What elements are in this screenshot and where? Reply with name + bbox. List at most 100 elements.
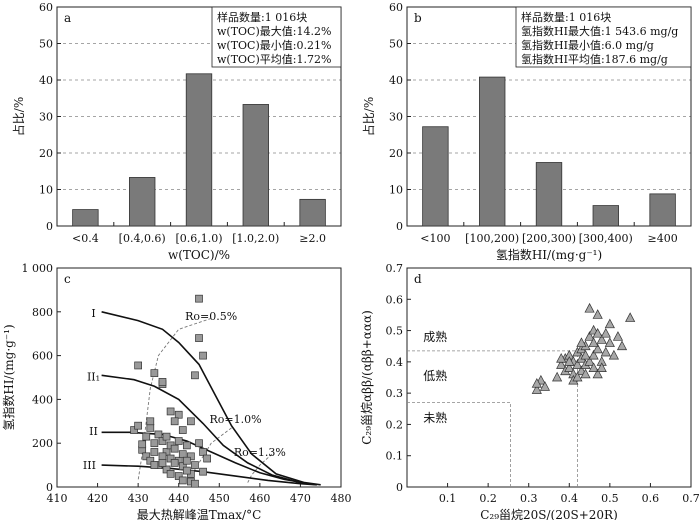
b-stat-line: 氢指数HI最小值:6.0 mg/g: [521, 38, 654, 52]
panel-d-ytick-label: 0.5: [386, 325, 404, 338]
c-curve-label: I: [91, 307, 95, 320]
c-point-22: [170, 444, 179, 453]
c-point-23: [174, 437, 183, 445]
d-point-25: [592, 343, 603, 354]
d-point-31: [600, 346, 611, 357]
c-point-49: [146, 417, 155, 426]
c-point-33: [203, 454, 211, 463]
d-point-2: [531, 378, 542, 388]
c-iso-line-2: [247, 453, 273, 483]
d-point-9: [564, 362, 575, 372]
c-xtick-label: 440: [168, 492, 189, 505]
a-bar-1: [129, 177, 156, 227]
c-kerogen-curve-2: [101, 431, 309, 485]
c-point-51: [170, 417, 179, 426]
d-point-30: [600, 327, 611, 338]
d-point-13: [572, 359, 583, 369]
b-stat-line: 氢指数HI平均值:187.6 mg/g: [521, 52, 668, 66]
panel-c-ytick-label: 0: [46, 481, 53, 494]
c-point-28: [187, 452, 195, 461]
d-point-43: [580, 349, 591, 360]
a-bar-4: [299, 198, 326, 227]
a-xtick-label: [0.4,0.6): [119, 232, 166, 245]
c-xtick-label: 420: [87, 492, 108, 505]
c-kerogen-curve-1: [101, 374, 317, 486]
panel-d-ytick-label: 0.4: [386, 356, 404, 369]
d-xtick-label: 0.5: [601, 492, 619, 505]
panel-a-ytick-label: 60: [39, 1, 53, 14]
d-point-46: [592, 327, 603, 338]
c-point-37: [150, 448, 159, 456]
panel-c-ytick-label: 200: [32, 437, 53, 450]
c-point-16: [150, 439, 159, 448]
b-bar-0: [422, 126, 449, 227]
panel-b-ytick-label: 10: [389, 184, 403, 197]
b-xtick-label: [200,300): [522, 232, 576, 245]
c-point-30: [191, 461, 199, 469]
d-point-36: [616, 340, 628, 351]
d-y-axis-label: C₂₉甾烷αββ/(αββ+ααα): [360, 310, 374, 445]
c-point-1: [150, 369, 159, 377]
c-xtick-label: 470: [290, 492, 311, 505]
c-point-52: [138, 440, 147, 449]
c-point-14: [142, 432, 151, 441]
c-point-43: [174, 472, 183, 480]
panel-b-ytick-label: 60: [389, 1, 403, 14]
d-point-26: [592, 309, 603, 319]
b-xtick-label: [100,200): [465, 232, 519, 245]
panel-b-ytick-label: 0: [396, 220, 403, 233]
c-point-17: [154, 430, 163, 439]
c-point-19: [162, 448, 171, 456]
a-stat-line: w(TOC)平均值:1.72%: [217, 53, 331, 66]
panel-b-ytick-label: 40: [389, 74, 403, 87]
a-panel-letter: a: [64, 11, 71, 25]
c-curve-label: III: [83, 459, 96, 472]
d-xtick-label: 0.1: [439, 492, 457, 505]
c-point-36: [146, 456, 155, 465]
panel-d-ytick-label: 0.6: [386, 293, 404, 306]
d-point-37: [625, 312, 636, 322]
b-y-axis-label: 占比/%: [361, 97, 376, 136]
b-bar-2: [535, 162, 563, 227]
c-point-0: [134, 361, 142, 370]
c-point-3: [158, 378, 167, 386]
c-point-31: [195, 439, 203, 448]
c-point-26: [178, 462, 187, 471]
a-xtick-label: ≥2.0: [299, 232, 326, 245]
d-point-42: [588, 337, 599, 347]
panel-a-ytick-label: 50: [39, 38, 53, 51]
panel-b-ytick-label: 50: [389, 38, 403, 51]
d-point-45: [576, 337, 587, 347]
d-point-40: [572, 371, 583, 382]
a-bar-0: [72, 209, 99, 227]
a-stat-line: w(TOC)最小值:0.21%: [217, 39, 331, 52]
b-bar-3: [592, 205, 619, 227]
panel-d-ytick-label: 0: [396, 481, 403, 494]
b-bar-1: [479, 76, 506, 227]
c-xtick-label: 460: [249, 492, 270, 505]
panel-d-ytick-label: 0.1: [386, 450, 404, 463]
c-point-48: [199, 467, 207, 476]
panel-d-frame: [406, 267, 692, 488]
d-point-27: [592, 368, 603, 379]
c-kerogen-curve-3: [101, 464, 317, 486]
c-point-9: [174, 410, 183, 419]
b-x-axis-label: 氢指数HI/(mg·g⁻¹): [496, 247, 602, 262]
d-zone-label: 低熟: [423, 368, 447, 383]
c-point-41: [166, 470, 175, 478]
c-point-15: [146, 424, 155, 432]
c-point-6: [191, 371, 199, 380]
a-stats-box: [211, 6, 342, 68]
c-point-39: [158, 452, 167, 461]
d-xtick-label: 0.6: [642, 492, 660, 505]
c-point-8: [166, 407, 175, 416]
c-panel-letter: c: [64, 272, 71, 286]
c-point-45: [182, 466, 191, 475]
c-kerogen-curve-0: [101, 311, 321, 486]
b-bar-4: [649, 193, 676, 227]
d-point-41: [596, 362, 607, 372]
c-point-40: [162, 465, 171, 474]
d-point-5: [556, 359, 567, 369]
d-panel-letter: d: [414, 272, 422, 286]
d-x-axis-label: C₂₉甾烷20S/(20S+20R): [480, 508, 618, 520]
